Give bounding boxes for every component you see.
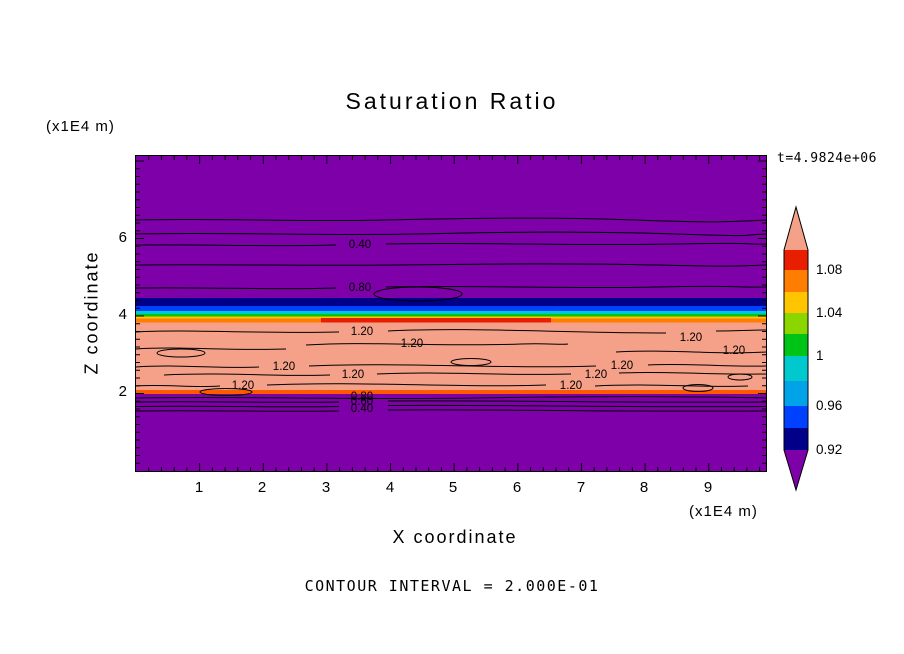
y-tick-label: 2 bbox=[118, 383, 127, 400]
contour-label: 1.20 bbox=[723, 345, 745, 357]
x-tick-label: 9 bbox=[703, 479, 713, 496]
x-axis-tick-labels: 1 2 3 4 5 6 7 8 9 bbox=[135, 479, 765, 499]
colorbar bbox=[783, 205, 809, 492]
x-tick-label: 6 bbox=[512, 479, 522, 496]
x-tick-label: 3 bbox=[321, 479, 331, 496]
x-tick-label: 7 bbox=[576, 479, 586, 496]
y-axis-unit: (x1E4 m) bbox=[46, 118, 115, 135]
x-tick-label: 8 bbox=[639, 479, 649, 496]
mid-depth-rainbow-band bbox=[136, 298, 766, 323]
contour-label: 0.60 bbox=[351, 396, 373, 408]
band-blue bbox=[136, 306, 766, 311]
colorbar-segment bbox=[784, 270, 808, 292]
band-cyan bbox=[136, 311, 766, 314]
colorbar-segment bbox=[784, 406, 808, 428]
high-saturation-band bbox=[136, 322, 766, 390]
contour-label: 0.80 bbox=[351, 391, 373, 403]
band-red-blob bbox=[321, 318, 551, 323]
contour-label: 1.20 bbox=[232, 380, 254, 392]
contour-label: 0.40 bbox=[351, 403, 373, 415]
x-tick-label: 4 bbox=[385, 479, 395, 496]
colorbar-tick-label: 1.04 bbox=[816, 305, 843, 320]
contour-label: 1.20 bbox=[680, 332, 702, 344]
contour-interval-note: CONTOUR INTERVAL = 2.000E-01 bbox=[304, 577, 600, 595]
plot-area: 0.40 0.80 1.20 1.20 1.20 1.20 1.20 1.20 1.20 1.20… bbox=[135, 155, 767, 472]
x-tick-label: 5 bbox=[448, 479, 458, 496]
axis-tick-marks bbox=[136, 156, 766, 471]
colorbar-segment bbox=[784, 450, 808, 490]
y-tick-label: 6 bbox=[118, 229, 127, 246]
colorbar-segment bbox=[784, 356, 808, 381]
colorbar-outline bbox=[783, 205, 809, 492]
band-yellow bbox=[136, 316, 766, 319]
y-tick-label: 4 bbox=[118, 306, 127, 323]
contour-label: 1.20 bbox=[273, 361, 295, 373]
contour-lines bbox=[136, 217, 766, 412]
page-title: Saturation Ratio bbox=[345, 88, 559, 114]
colorbar-tick-label: 1.08 bbox=[816, 262, 843, 277]
contour-label: 1.20 bbox=[585, 369, 607, 381]
y-axis-tick-labels: 6 4 2 bbox=[93, 0, 127, 654]
colorbar-tick-label: 0.92 bbox=[816, 442, 843, 457]
contour-label: 1.20 bbox=[611, 360, 633, 372]
colorbar-segments bbox=[784, 207, 808, 490]
contour-value-labels: 0.400.801.201.20 1.201.201.201.201.201.20… bbox=[232, 239, 745, 415]
x-axis-title: X coordinate bbox=[392, 527, 518, 547]
band-green bbox=[136, 314, 766, 317]
contour-label: 1.20 bbox=[401, 338, 423, 350]
contour-label: 1.20 bbox=[351, 326, 373, 338]
colorbar-tick-label: 0.96 bbox=[816, 398, 843, 413]
colorbar-segment bbox=[784, 250, 808, 270]
x-tick-label: 1 bbox=[194, 479, 204, 496]
colorbar-segment bbox=[784, 381, 808, 406]
contour-field: 0.400.801.201.20 1.201.201.201.201.201.20… bbox=[136, 156, 766, 471]
colorbar-segment bbox=[784, 313, 808, 334]
contour-label: 1.20 bbox=[342, 369, 364, 381]
time-label: t=4.9824e+06 bbox=[777, 151, 877, 166]
colorbar-tick-labels: 1.08 1.04 1 0.96 0.92 bbox=[816, 200, 876, 500]
contour-label: 1.20 bbox=[560, 380, 582, 392]
colorbar-segment bbox=[784, 207, 808, 250]
x-axis-unit: (x1E4 m) bbox=[689, 503, 758, 520]
colorbar-segment bbox=[784, 428, 808, 450]
colorbar-segment bbox=[784, 292, 808, 313]
contour-label: 0.80 bbox=[349, 282, 371, 294]
colorbar-tick-label: 1 bbox=[816, 348, 824, 363]
x-tick-label: 2 bbox=[257, 479, 267, 496]
band-navy bbox=[136, 298, 766, 306]
bottom-transition-strip bbox=[136, 390, 766, 394]
colorbar-segment bbox=[784, 334, 808, 356]
contour-label: 0.40 bbox=[349, 239, 371, 251]
